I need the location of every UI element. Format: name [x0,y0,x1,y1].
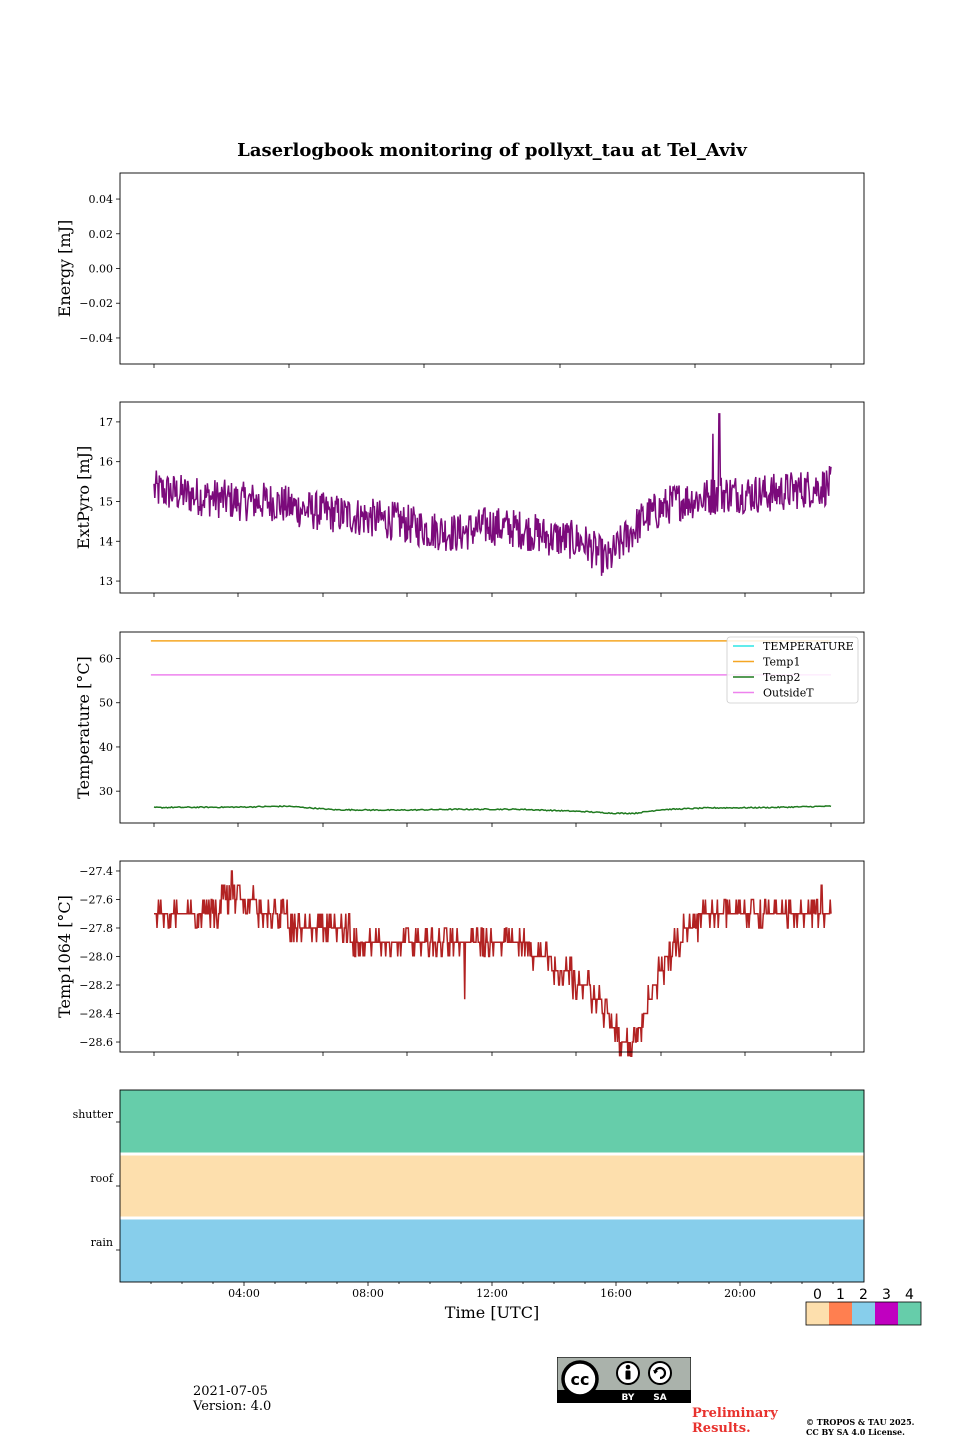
temp1064-series-line [154,870,832,1058]
temp1064-panel: −28.6 −28.4 −28.2 −28.0 −27.8 −27.6 −27.4 Temp1… [55,860,865,1058]
extpyro-panel: 13 14 15 16 17 ExtPyro [mJ] [74,401,865,597]
legend-box [726,636,859,704]
preliminary-line2: Results. [692,1421,751,1436]
temperature-panel: 30 40 50 60 Temperature [°C] TEMPERATURE Temp1… [74,631,865,827]
y-tick-label: 30 [99,785,113,798]
status-row-rain [120,1218,864,1282]
copyright-line2: CC BY SA 4.0 License. [806,1427,905,1437]
colorbar-label: 2 [859,1287,868,1303]
y-axis-label: Temp1064 [°C] [55,895,74,1018]
row-label-shutter: shutter [73,1108,114,1121]
y-tick-label: 40 [99,741,113,754]
y-tick-label: 0.00 [89,263,114,276]
legend-label: TEMPERATURE [763,640,854,653]
colorbar-label: 0 [813,1287,822,1303]
legend-label: Temp2 [763,671,800,684]
y-tick-label: 13 [99,575,113,588]
y-tick-label: 0.04 [89,193,114,206]
y-axis-label: ExtPyro [mJ] [74,446,93,549]
svg-text:cc: cc [571,1370,590,1389]
colorbar-swatch-2 [852,1302,875,1325]
chart-title: Laserlogbook monitoring of pollyxt_tau a… [237,140,747,161]
cc-by-sa-logo: cc BY SA [557,1357,691,1403]
y-tick-label: 60 [99,653,113,666]
legend-label: Temp1 [763,656,800,669]
y-tick-label: −28.6 [79,1036,113,1049]
y-tick-label: 50 [99,697,113,710]
y-tick-label: 0.02 [89,228,114,241]
status-panel: shutter roof rain 04:00 08:00 12:00 16:00 20:00… [73,1089,865,1322]
status-row-shutter [120,1090,864,1154]
temp1064-frame [119,860,865,1053]
series-line-temp2 [153,804,832,815]
temperature-frame [119,631,865,824]
legend: TEMPERATURE Temp1 Temp2 OutsideT [726,636,859,704]
status-row-roof [120,1154,864,1218]
y-tick-label: −27.8 [79,922,113,935]
x-tick-label: 04:00 [228,1287,260,1300]
preliminary-line1: Preliminary [692,1406,778,1421]
y-tick-label: −0.02 [79,297,113,310]
colorbar-swatch-0 [806,1302,829,1325]
y-tick-label: −28.2 [79,979,113,992]
y-tick-label: −0.04 [79,332,113,345]
x-tick-label: 12:00 [476,1287,508,1300]
y-tick-label: 15 [99,495,113,508]
x-tick-label: 20:00 [724,1287,756,1300]
colorbar-frame [805,1301,922,1326]
extpyro-series-line [153,413,832,576]
row-label-rain: rain [91,1236,113,1249]
colorbar-label: 3 [882,1287,891,1303]
y-tick-label: 16 [99,456,113,469]
energy-frame [119,172,865,365]
y-axis-label: Temperature [°C] [74,656,93,799]
legend-label: OutsideT [763,687,814,700]
colorbar-swatch-1 [829,1302,852,1325]
y-tick-label: 17 [99,416,113,429]
extpyro-frame [119,401,865,594]
copyright-note: © TROPOS & TAU 2025. CC BY SA 4.0 Licens… [806,1417,914,1437]
colorbar-label: 4 [905,1287,914,1303]
colorbar-swatch-3 [875,1302,898,1325]
y-tick-label: 14 [99,535,113,548]
svg-text:BY: BY [622,1393,635,1403]
colorbar-label: 1 [836,1287,845,1303]
preliminary-note: Preliminary Results. [692,1406,778,1436]
footer-date: 2021-07-05 [193,1384,268,1399]
row-label-roof: roof [90,1172,114,1185]
svg-text:SA: SA [653,1393,666,1403]
y-tick-label: −28.0 [79,951,113,964]
y-tick-label: −27.6 [79,893,113,906]
x-axis-label: Time [UTC] [445,1303,539,1322]
x-tick-label: 08:00 [352,1287,384,1300]
status-frame [119,1089,865,1283]
x-tick-label: 16:00 [600,1287,632,1300]
colorbar-swatch-4 [898,1302,921,1325]
energy-panel: −0.04 −0.02 0.00 0.02 0.04 Energy [mJ] [55,172,865,368]
y-axis-label: Energy [mJ] [55,220,74,318]
y-tick-label: −28.4 [79,1008,113,1021]
copyright-line1: © TROPOS & TAU 2025. [806,1417,915,1427]
footer-version: Version: 4.0 [193,1399,272,1414]
y-tick-label: −27.4 [79,865,113,878]
